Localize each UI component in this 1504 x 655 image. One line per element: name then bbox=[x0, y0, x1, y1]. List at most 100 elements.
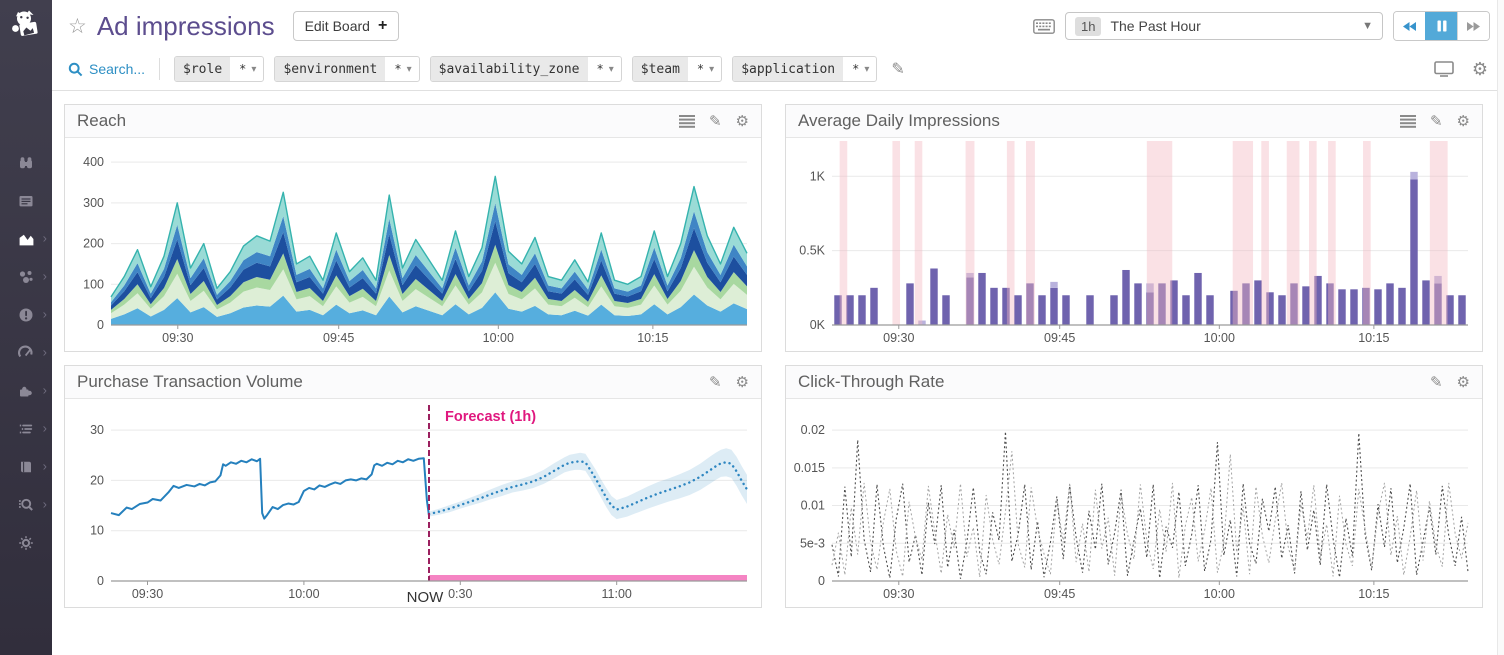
svg-text:0: 0 bbox=[818, 574, 825, 588]
puzzle-icon bbox=[20, 386, 32, 397]
template-variable-pill[interactable]: $availability_zone * ▾ bbox=[429, 56, 622, 82]
pause-button[interactable] bbox=[1425, 12, 1457, 40]
tv-mode-icon[interactable] bbox=[1434, 61, 1454, 77]
edit-pencil-icon[interactable]: ✎ bbox=[708, 373, 722, 391]
datadog-logo[interactable] bbox=[0, 0, 52, 52]
edit-pencil-icon[interactable]: ✎ bbox=[708, 112, 722, 130]
rewind-button[interactable] bbox=[1394, 12, 1425, 40]
graph-settings-gear-icon[interactable]: ⚙ bbox=[1456, 112, 1470, 130]
svg-text:0.015: 0.015 bbox=[794, 461, 825, 475]
panel-purchase-transaction-volume: Purchase Transaction Volume ✎ ⚙ Forecast… bbox=[64, 365, 762, 608]
chevron-down-icon: ▼ bbox=[1362, 20, 1373, 32]
template-variable-pill[interactable]: $application * ▾ bbox=[732, 56, 878, 82]
edit-pencil-icon[interactable]: ✎ bbox=[1429, 373, 1443, 391]
reach-chart[interactable]: 09:30 09:45 10:00 10:15 0 100 200 300 400 bbox=[65, 138, 761, 351]
top-header: ☆ Ad impressions Edit Board + 1h The Pas… bbox=[52, 0, 1504, 91]
time-range-badge: 1h bbox=[1075, 16, 1102, 36]
variable-name: $availability_zone bbox=[430, 57, 588, 81]
sidebar-item-watchdog[interactable] bbox=[0, 144, 52, 182]
svg-text:10:15: 10:15 bbox=[1358, 587, 1389, 601]
svg-text:10:00: 10:00 bbox=[1204, 331, 1235, 345]
svg-text:10:00: 10:00 bbox=[288, 587, 319, 601]
dashboard-settings-gear-icon[interactable]: ⚙ bbox=[1471, 59, 1488, 79]
chevron-right-icon: › bbox=[42, 382, 47, 398]
keyboard-shortcuts-icon[interactable] bbox=[1033, 18, 1055, 34]
svg-text:0.5K: 0.5K bbox=[799, 244, 825, 258]
graph-settings-gear-icon[interactable]: ⚙ bbox=[1456, 373, 1470, 391]
svg-text:NOW: NOW bbox=[407, 589, 445, 606]
edit-variables-pencil-icon[interactable]: ✎ bbox=[891, 61, 905, 78]
variable-name: $role bbox=[175, 57, 231, 81]
purchase-transaction-volume-chart[interactable]: Forecast (1h) NOW 09:30 10:00 0:30 11:00 0 10 20… bbox=[65, 399, 761, 607]
chevron-right-icon: › bbox=[42, 458, 47, 474]
favorite-star-icon[interactable]: ☆ bbox=[68, 14, 87, 38]
graph-settings-gear-icon[interactable]: ⚙ bbox=[735, 112, 749, 130]
sidebar-item-metrics[interactable]: › bbox=[0, 334, 52, 372]
svg-text:09:45: 09:45 bbox=[323, 331, 354, 345]
sidebar-item-infrastructure[interactable]: › bbox=[0, 258, 52, 296]
svg-text:09:45: 09:45 bbox=[1044, 587, 1075, 601]
template-variables: $role * ▾ $environment * ▾ $availability_zone *… bbox=[174, 56, 878, 82]
svg-text:10:00: 10:00 bbox=[1204, 587, 1235, 601]
edit-board-label: Edit Board bbox=[304, 18, 370, 34]
svg-text:10: 10 bbox=[90, 524, 104, 538]
sidebar-item-dashboards[interactable]: › bbox=[0, 220, 52, 258]
variable-value: * bbox=[239, 62, 247, 76]
edit-board-button[interactable]: Edit Board + bbox=[292, 11, 400, 41]
panel-header: Average Daily Impressions ✎ ⚙ bbox=[786, 105, 1482, 138]
sidebar-item-monitors[interactable]: › bbox=[0, 296, 52, 334]
average-daily-impressions-chart[interactable]: 09:30 09:45 10:00 10:15 0K 0.5K 1K bbox=[786, 138, 1482, 351]
variable-name: $team bbox=[632, 57, 688, 81]
panel-reach: Reach ✎ ⚙ 09:30 09:45 10:00 10:15 0 100 200 300… bbox=[64, 104, 762, 352]
legend-list-icon[interactable] bbox=[1399, 114, 1416, 128]
forward-button[interactable] bbox=[1457, 12, 1489, 40]
svg-text:0: 0 bbox=[97, 574, 104, 588]
svg-text:200: 200 bbox=[83, 237, 104, 251]
chevron-down-icon: ▾ bbox=[608, 63, 614, 75]
variable-name: $application bbox=[733, 57, 844, 81]
legend-list-icon[interactable] bbox=[678, 114, 695, 128]
svg-text:0:30: 0:30 bbox=[448, 587, 472, 601]
panel-average-daily-impressions: Average Daily Impressions ✎ ⚙ 09:30 09:45… bbox=[785, 104, 1483, 352]
search-label: Search... bbox=[89, 61, 146, 77]
sidebar-item-apm[interactable]: › bbox=[0, 410, 52, 448]
panel-header: Reach ✎ ⚙ bbox=[65, 105, 761, 138]
plus-icon: + bbox=[377, 17, 388, 34]
datadog-dog-icon bbox=[12, 10, 38, 36]
sidebar-item-events[interactable] bbox=[0, 182, 52, 220]
svg-text:09:45: 09:45 bbox=[1044, 331, 1075, 345]
svg-text:09:30: 09:30 bbox=[883, 587, 914, 601]
sidebar-item-integrations[interactable]: › bbox=[0, 372, 52, 410]
time-range-selector[interactable]: 1h The Past Hour ▼ bbox=[1065, 12, 1383, 40]
click-through-rate-chart[interactable]: 09:30 09:45 10:00 10:15 0 5e-3 0.01 0.015 0.02 bbox=[786, 399, 1482, 607]
template-variable-pill[interactable]: $team * ▾ bbox=[631, 56, 723, 82]
edit-pencil-icon[interactable]: ✎ bbox=[1429, 112, 1443, 130]
notebook-icon bbox=[21, 461, 31, 473]
panel-title: Click-Through Rate bbox=[798, 372, 945, 391]
sidebar-item-settings[interactable] bbox=[0, 524, 52, 562]
search-link[interactable]: Search... bbox=[68, 61, 145, 77]
template-variable-pill[interactable]: $role * ▾ bbox=[174, 56, 265, 82]
variable-value: * bbox=[596, 62, 604, 76]
left-nav-sidebar: › › › › › › › › bbox=[0, 0, 52, 655]
log-search-icon bbox=[18, 498, 33, 511]
search-icon bbox=[68, 62, 83, 76]
panel-title: Average Daily Impressions bbox=[798, 111, 1000, 130]
svg-text:10:15: 10:15 bbox=[637, 331, 668, 345]
chevron-right-icon: › bbox=[42, 268, 47, 284]
scrollbar[interactable] bbox=[1497, 0, 1504, 655]
svg-text:0: 0 bbox=[97, 318, 104, 332]
template-variable-pill[interactable]: $environment * ▾ bbox=[274, 56, 420, 82]
chevron-down-icon: ▾ bbox=[709, 63, 715, 75]
divider bbox=[159, 58, 161, 80]
svg-text:0.02: 0.02 bbox=[801, 423, 825, 437]
sidebar-item-logs[interactable]: › bbox=[0, 486, 52, 524]
sidebar-item-notebooks[interactable]: › bbox=[0, 448, 52, 486]
graph-settings-gear-icon[interactable]: ⚙ bbox=[735, 373, 749, 391]
time-range-label: The Past Hour bbox=[1110, 18, 1201, 34]
svg-text:100: 100 bbox=[83, 277, 104, 291]
chevron-down-icon: ▾ bbox=[864, 63, 870, 75]
panel-header: Purchase Transaction Volume ✎ ⚙ bbox=[65, 366, 761, 399]
binoculars-icon bbox=[20, 157, 32, 169]
timeline-playback-controls bbox=[1393, 11, 1490, 41]
